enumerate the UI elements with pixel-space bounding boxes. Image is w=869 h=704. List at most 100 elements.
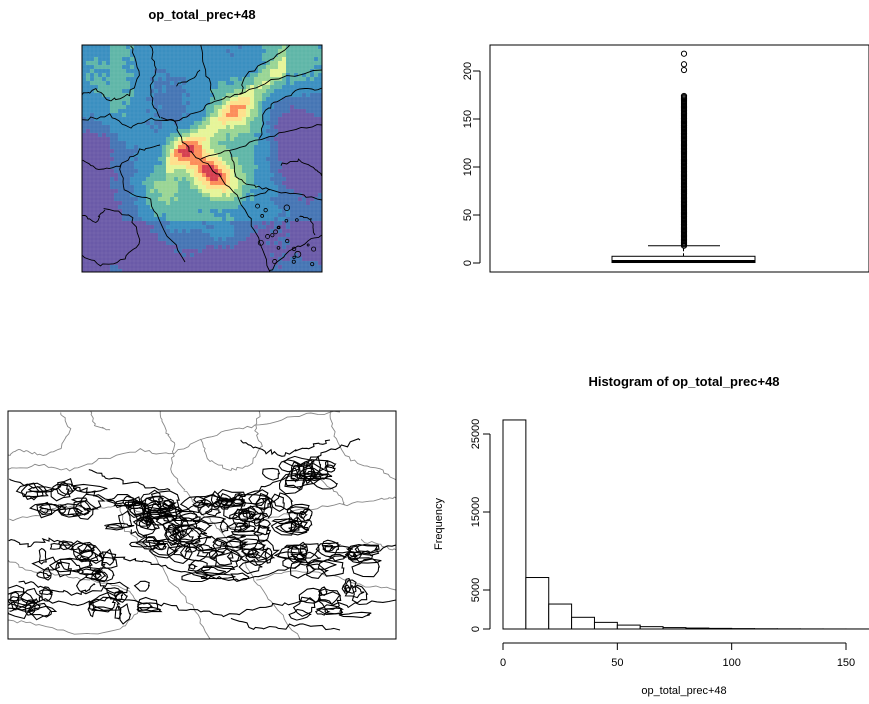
heatmap-cell bbox=[234, 217, 238, 221]
heatmap-cell bbox=[258, 197, 262, 201]
heatmap-cell bbox=[102, 137, 106, 141]
contour-line bbox=[352, 550, 374, 563]
heatmap-cell bbox=[206, 69, 210, 73]
heatmap-cell bbox=[138, 61, 142, 65]
heatmap-cell bbox=[134, 209, 138, 213]
boxplot-outlier bbox=[680, 92, 688, 100]
heatmap-cell bbox=[106, 185, 110, 189]
heatmap-cell bbox=[178, 109, 182, 113]
heatmap-cell bbox=[206, 221, 210, 225]
heatmap-cell bbox=[126, 229, 130, 233]
histogram-y-label: Frequency bbox=[433, 498, 445, 550]
heatmap-cell bbox=[206, 177, 210, 181]
heatmap-cell bbox=[150, 89, 154, 93]
heatmap-cell bbox=[222, 177, 226, 181]
heatmap-cell bbox=[210, 53, 214, 57]
heatmap-cell bbox=[246, 57, 250, 61]
heatmap-cell bbox=[118, 181, 122, 185]
heatmap-cell bbox=[94, 233, 98, 237]
heatmap-cell bbox=[194, 145, 198, 149]
heatmap-cell bbox=[214, 185, 218, 189]
heatmap-cell bbox=[154, 49, 158, 53]
heatmap-cell bbox=[298, 205, 302, 209]
heatmap-cell bbox=[106, 269, 110, 272]
heatmap-cell bbox=[182, 125, 186, 129]
heatmap-cell bbox=[190, 93, 194, 97]
heatmap-cell bbox=[130, 237, 134, 241]
heatmap-cell bbox=[202, 165, 206, 169]
heatmap-cell bbox=[230, 53, 234, 57]
heatmap-cell bbox=[126, 153, 130, 157]
heatmap-cell bbox=[226, 269, 230, 272]
heatmap-cell bbox=[198, 73, 202, 77]
heatmap-cell bbox=[282, 97, 286, 101]
heatmap-cell bbox=[266, 269, 270, 272]
heatmap-cell bbox=[106, 81, 110, 85]
heatmap-cell bbox=[114, 85, 118, 89]
heatmap-cell bbox=[314, 269, 318, 272]
heatmap-cell bbox=[250, 105, 254, 109]
heatmap-cell bbox=[114, 225, 118, 229]
heatmap-cell bbox=[202, 81, 206, 85]
heatmap-cell bbox=[298, 153, 302, 157]
heatmap-cell bbox=[198, 149, 202, 153]
heatmap-cell bbox=[182, 237, 186, 241]
country-border bbox=[176, 69, 201, 87]
heatmap-cell bbox=[266, 257, 270, 261]
heatmap-cell bbox=[190, 221, 194, 225]
heatmap-cell bbox=[178, 61, 182, 65]
contour-line bbox=[94, 571, 109, 583]
heatmap-cell bbox=[310, 85, 314, 89]
heatmap-cell bbox=[282, 197, 286, 201]
heatmap-cell bbox=[202, 85, 206, 89]
heatmap-cell bbox=[290, 241, 294, 245]
heatmap-cell bbox=[302, 189, 306, 193]
heatmap-cell bbox=[154, 173, 158, 177]
heatmap-cell bbox=[186, 153, 190, 157]
heatmap-cell bbox=[286, 245, 290, 249]
heatmap-cell bbox=[210, 217, 214, 221]
heatmap-cell bbox=[106, 161, 110, 165]
heatmap-cell bbox=[278, 269, 282, 272]
heatmap-cell bbox=[94, 197, 98, 201]
heatmap-cell bbox=[150, 105, 154, 109]
heatmap-cell bbox=[314, 181, 318, 185]
heatmap-cell bbox=[166, 61, 170, 65]
heatmap-cell bbox=[214, 181, 218, 185]
heatmap-cell bbox=[102, 193, 106, 197]
heatmap-cell bbox=[226, 101, 230, 105]
heatmap-cell bbox=[82, 197, 86, 201]
heatmap-cell bbox=[218, 157, 222, 161]
heatmap-cell bbox=[270, 229, 274, 233]
heatmap-cell bbox=[94, 69, 98, 73]
heatmap-cell bbox=[274, 121, 278, 125]
heatmap-cell bbox=[286, 177, 290, 181]
heatmap-cell bbox=[234, 257, 238, 261]
heatmap-cell bbox=[142, 189, 146, 193]
heatmap-cell bbox=[150, 197, 154, 201]
heatmap-cell bbox=[166, 165, 170, 169]
heatmap-cell bbox=[306, 213, 310, 217]
heatmap-cell bbox=[294, 137, 298, 141]
heatmap-cell bbox=[134, 161, 138, 165]
heatmap-cell bbox=[158, 49, 162, 53]
heatmap-cell bbox=[226, 117, 230, 121]
heatmap-cell bbox=[230, 141, 234, 145]
heatmap-cell bbox=[318, 161, 322, 165]
heatmap-cell bbox=[318, 229, 322, 233]
heatmap-cell bbox=[118, 201, 122, 205]
heatmap-cell bbox=[138, 217, 142, 221]
contour-line bbox=[148, 496, 164, 503]
heatmap-cell bbox=[318, 197, 322, 201]
heatmap-cell bbox=[146, 237, 150, 241]
heatmap-cell bbox=[122, 249, 126, 253]
heatmap-cell bbox=[174, 177, 178, 181]
heatmap-cell bbox=[154, 177, 158, 181]
contour-line bbox=[226, 549, 244, 562]
heatmap-cell bbox=[202, 269, 206, 272]
heatmap-cell bbox=[254, 257, 258, 261]
heatmap-cell bbox=[186, 117, 190, 121]
heatmap-cell bbox=[138, 65, 142, 69]
contour-line bbox=[166, 545, 193, 564]
heatmap-cell bbox=[114, 169, 118, 173]
